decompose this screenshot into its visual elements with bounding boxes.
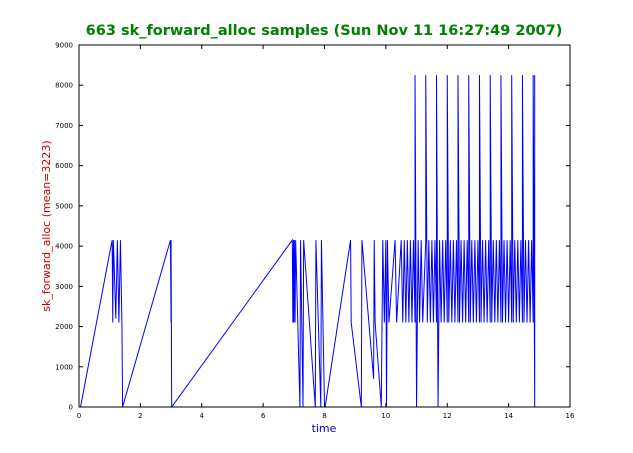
x-tick-label: 4: [200, 412, 205, 420]
y-axis-ticks: 0 1000 2000 3000 4000 5000 6000 7000 8000 9000: [55, 42, 570, 412]
y-tick-label: 0: [69, 404, 73, 412]
y-tick-label: 1000: [55, 363, 73, 371]
x-tick-label: 14: [504, 412, 513, 420]
y-tick-label: 9000: [55, 42, 73, 50]
plot-area: [78, 44, 571, 408]
x-tick-label: 0: [77, 412, 81, 420]
y-tick-label: 2000: [55, 323, 73, 331]
chart-title: 663 sk_forward_alloc samples (Sun Nov 11…: [86, 23, 563, 39]
y-tick-label: 4000: [55, 243, 73, 251]
y-tick-label: 6000: [55, 162, 73, 170]
plot-frame: [78, 44, 571, 408]
y-axis-label: sk_forward_alloc (mean=3223): [40, 140, 53, 311]
x-axis-ticks: 0 2 4 6 8 10 12 14 16: [77, 45, 575, 420]
x-tick-label: 16: [566, 412, 575, 420]
series-line: [79, 75, 536, 407]
x-tick-label: 12: [443, 412, 452, 420]
y-tick-label: 7000: [55, 122, 73, 130]
y-tick-label: 8000: [55, 82, 73, 90]
x-tick-label: 8: [322, 412, 326, 420]
x-tick-label: 6: [261, 412, 266, 420]
x-axis-label: time: [312, 422, 337, 435]
y-tick-label: 3000: [55, 283, 73, 291]
y-tick-label: 5000: [55, 202, 73, 210]
x-tick-label: 10: [381, 412, 390, 420]
x-tick-label: 2: [138, 412, 142, 420]
